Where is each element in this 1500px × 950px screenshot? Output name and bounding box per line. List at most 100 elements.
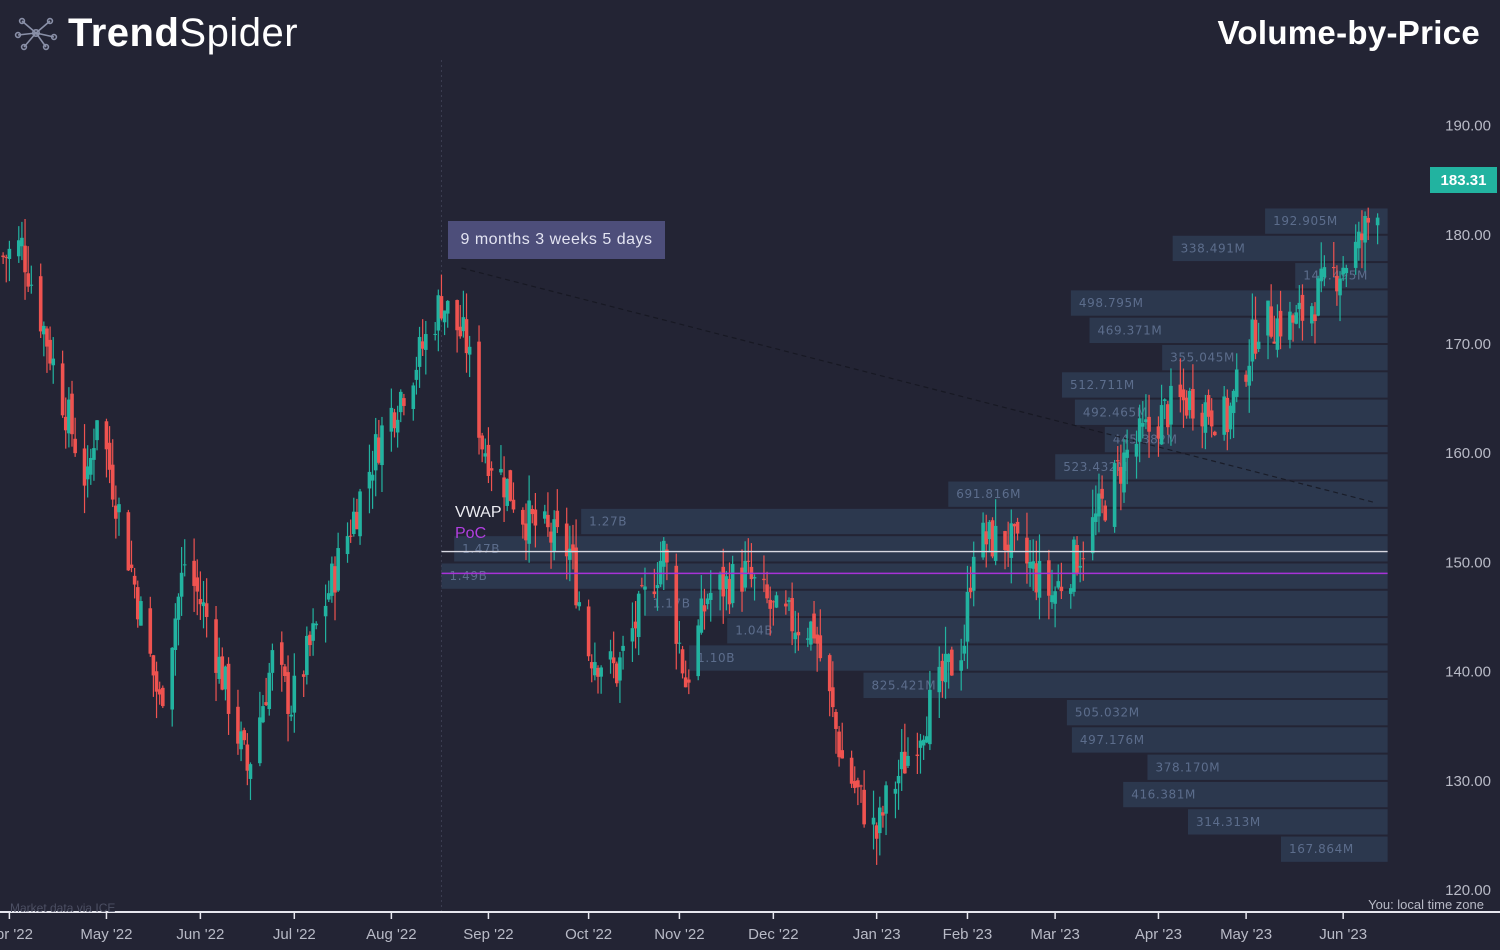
candle-body bbox=[915, 754, 920, 756]
candle-body bbox=[82, 448, 87, 486]
candle-body bbox=[489, 468, 494, 471]
candle-body bbox=[665, 549, 669, 563]
candle-body bbox=[477, 341, 481, 438]
candle-body bbox=[370, 474, 375, 481]
vbp-bar bbox=[1162, 345, 1388, 371]
measure-duration-label[interactable]: 9 months 3 weeks 5 days bbox=[448, 221, 665, 259]
candle-body bbox=[1050, 595, 1054, 603]
candle-body bbox=[718, 574, 722, 590]
candle-body bbox=[45, 328, 49, 347]
candle-body bbox=[621, 645, 625, 651]
candle-body bbox=[148, 608, 153, 654]
candle-body bbox=[132, 575, 137, 585]
candle-body bbox=[655, 585, 660, 589]
vbp-bar bbox=[1123, 781, 1388, 808]
candle-body bbox=[1137, 418, 1142, 442]
candle-body bbox=[29, 284, 34, 286]
candle-body bbox=[981, 522, 985, 558]
candle-body bbox=[1006, 544, 1010, 552]
vbp-bar bbox=[1070, 290, 1388, 316]
candle-body bbox=[1228, 405, 1233, 430]
candle-body bbox=[959, 660, 963, 671]
candle-body bbox=[445, 300, 450, 314]
candle-body bbox=[1322, 267, 1327, 278]
candle-body bbox=[261, 706, 265, 723]
candle-body bbox=[1300, 294, 1305, 321]
brand-name-bold: Trend bbox=[68, 11, 180, 55]
candle-body bbox=[1231, 390, 1236, 414]
candle-body bbox=[192, 560, 196, 586]
candle-body bbox=[765, 584, 769, 599]
vbp-bar bbox=[1104, 426, 1388, 453]
candle-body bbox=[805, 638, 810, 640]
timezone-note[interactable]: You: local time zone bbox=[1368, 897, 1484, 912]
candle-body bbox=[906, 755, 910, 766]
candle-body bbox=[809, 621, 813, 645]
candle-body bbox=[993, 525, 998, 561]
candle-body bbox=[223, 666, 228, 690]
candle-body bbox=[502, 477, 506, 498]
candle-body bbox=[114, 505, 118, 519]
candle-body bbox=[633, 621, 638, 629]
vbp-volume-label: 497.176M bbox=[1080, 733, 1145, 747]
candle-body bbox=[549, 531, 553, 543]
vbp-volume-label: 1.10B bbox=[697, 651, 735, 665]
candle-body bbox=[1353, 241, 1358, 268]
candle-body bbox=[1222, 396, 1226, 435]
candle-body bbox=[903, 751, 907, 774]
candle-body bbox=[392, 412, 397, 429]
y-tick-label: 130.00 bbox=[1445, 773, 1491, 790]
candle-body bbox=[420, 341, 425, 349]
candle-body bbox=[771, 601, 776, 603]
candle-body bbox=[614, 663, 619, 684]
candle-body bbox=[1090, 517, 1095, 554]
candle-body bbox=[135, 587, 140, 620]
vbp-volume-label: 492.465M bbox=[1083, 405, 1148, 419]
candle-body bbox=[1253, 319, 1258, 354]
candle-body bbox=[1357, 231, 1361, 249]
candle-body bbox=[965, 591, 970, 642]
candle-body bbox=[95, 420, 99, 441]
candle-body bbox=[1056, 581, 1061, 588]
candle-body bbox=[1112, 463, 1117, 527]
candle-body bbox=[546, 514, 550, 528]
candle-body bbox=[402, 398, 406, 406]
y-tick-label: 180.00 bbox=[1445, 227, 1491, 244]
candle-body bbox=[1075, 544, 1079, 574]
candle-body bbox=[586, 606, 591, 657]
vbp-volume-label: 1.27B bbox=[589, 515, 627, 529]
candle-body bbox=[88, 458, 93, 475]
vbp-volume-label: 691.816M bbox=[956, 487, 1021, 501]
candle-body bbox=[1319, 268, 1324, 282]
measure-diagonal bbox=[461, 267, 1377, 504]
candle-body bbox=[687, 679, 691, 683]
candle-body bbox=[1162, 399, 1167, 401]
candle-body bbox=[708, 592, 713, 600]
candle-body bbox=[1310, 306, 1314, 324]
candle-body bbox=[70, 393, 74, 435]
candle-body bbox=[984, 531, 989, 545]
candle-body bbox=[1360, 233, 1364, 241]
candle-body bbox=[834, 711, 838, 729]
candle-body bbox=[26, 273, 30, 287]
vbp-volume-label: 378.170M bbox=[1155, 760, 1220, 774]
candle-body bbox=[527, 500, 531, 544]
candle-body bbox=[373, 434, 378, 471]
candle-body bbox=[599, 667, 603, 677]
candle-body bbox=[239, 731, 243, 750]
candle-body bbox=[1313, 314, 1317, 322]
candle-body bbox=[1316, 278, 1320, 316]
candle-body bbox=[849, 757, 854, 784]
candle-body bbox=[1037, 560, 1042, 598]
candle-body bbox=[107, 442, 112, 470]
candle-body bbox=[1212, 431, 1217, 436]
candle-body bbox=[530, 508, 535, 515]
candle-body bbox=[555, 510, 560, 528]
candle-body bbox=[270, 650, 275, 673]
candle-body bbox=[1, 255, 5, 258]
candle-body bbox=[743, 560, 747, 588]
vbp-bar bbox=[863, 672, 1388, 698]
candle-body bbox=[881, 812, 885, 816]
